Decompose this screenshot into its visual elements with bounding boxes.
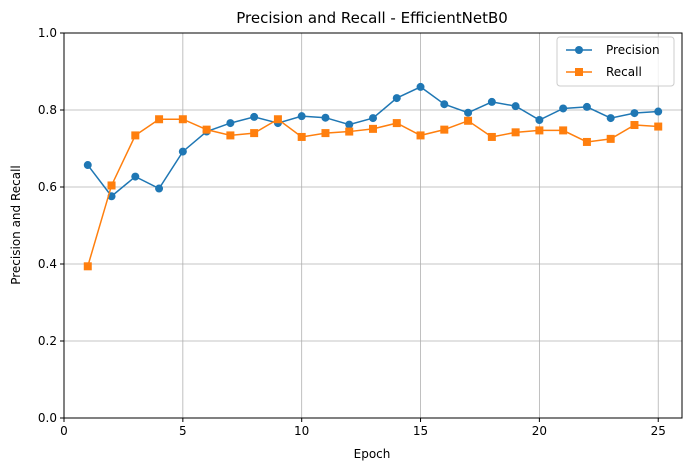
recall-point: [321, 129, 330, 138]
x-tick-label: 0: [60, 424, 68, 438]
precision-point: [226, 119, 235, 128]
precision-point: [155, 184, 164, 193]
recall-point: [178, 115, 187, 124]
precision-point: [654, 107, 663, 116]
recall-point: [369, 124, 377, 133]
recall-point: [464, 116, 473, 125]
precision-point: [83, 161, 92, 170]
precision-point: [511, 102, 520, 111]
recall-point: [107, 181, 116, 190]
legend-label-recall: Recall: [606, 65, 642, 79]
recall-point: [440, 125, 449, 134]
precision-point: [416, 82, 425, 91]
recall-point: [582, 137, 591, 146]
precision-point: [321, 113, 330, 122]
x-axis-label: Epoch: [354, 447, 391, 461]
precision-point: [440, 100, 449, 109]
x-tick-label: 25: [651, 424, 666, 438]
x-tick-label: 20: [532, 424, 547, 438]
recall-point: [250, 129, 259, 138]
recall-point: [630, 121, 639, 130]
recall-point: [392, 119, 401, 128]
recall-point: [202, 125, 211, 134]
recall-point: [297, 132, 306, 141]
recall-point: [606, 134, 615, 143]
y-tick-label: 0.8: [38, 103, 57, 117]
x-tick-label: 5: [179, 424, 187, 438]
recall-point: [654, 122, 663, 131]
precision-point: [630, 109, 639, 118]
chart-title: Precision and Recall - EfficientNetB0: [236, 9, 508, 27]
y-tick-label: 0.6: [38, 180, 57, 194]
recall-point: [155, 115, 164, 124]
recall-point: [511, 128, 520, 137]
recall-point: [535, 126, 544, 135]
precision-point: [250, 112, 259, 121]
legend-marker-recall: [575, 68, 583, 76]
y-tick-label: 1.0: [38, 26, 57, 40]
precision-point: [369, 114, 377, 123]
ticks: 0 5 10 15 20 25 0.0 0.2 0.4 0.6 0.8 1.0: [38, 26, 666, 438]
precision-point: [131, 172, 140, 181]
axes: [63, 32, 683, 419]
precision-point: [392, 94, 401, 103]
legend: Precision Recall: [556, 36, 675, 87]
recall-point: [131, 131, 140, 140]
y-tick-label: 0.0: [38, 411, 57, 425]
y-axis-label: Precision and Recall: [9, 165, 23, 285]
plot-frame: [63, 32, 683, 419]
y-tick-label: 0.4: [38, 257, 57, 271]
precision-point: [559, 104, 568, 113]
x-tick-label: 15: [413, 424, 428, 438]
y-tick-label: 0.2: [38, 334, 57, 348]
recall-point: [345, 127, 354, 136]
precision-point: [178, 147, 187, 156]
precision-point: [582, 102, 591, 111]
recall-point: [226, 131, 235, 140]
precision-point: [606, 114, 615, 123]
precision-point: [487, 97, 496, 106]
recall-point: [559, 126, 568, 135]
precision-point: [464, 108, 473, 117]
recall-point: [416, 131, 425, 140]
recall-point: [487, 132, 496, 141]
grid: [63, 32, 682, 419]
legend-marker-precision: [575, 46, 583, 54]
recall-point: [273, 115, 282, 124]
x-tick-label: 10: [294, 424, 309, 438]
series-layer: [83, 82, 663, 271]
precision-point: [297, 112, 306, 121]
precision-point: [535, 116, 544, 125]
legend-label-precision: Precision: [606, 43, 660, 57]
recall-point: [83, 262, 92, 271]
precision-point: [345, 120, 354, 129]
